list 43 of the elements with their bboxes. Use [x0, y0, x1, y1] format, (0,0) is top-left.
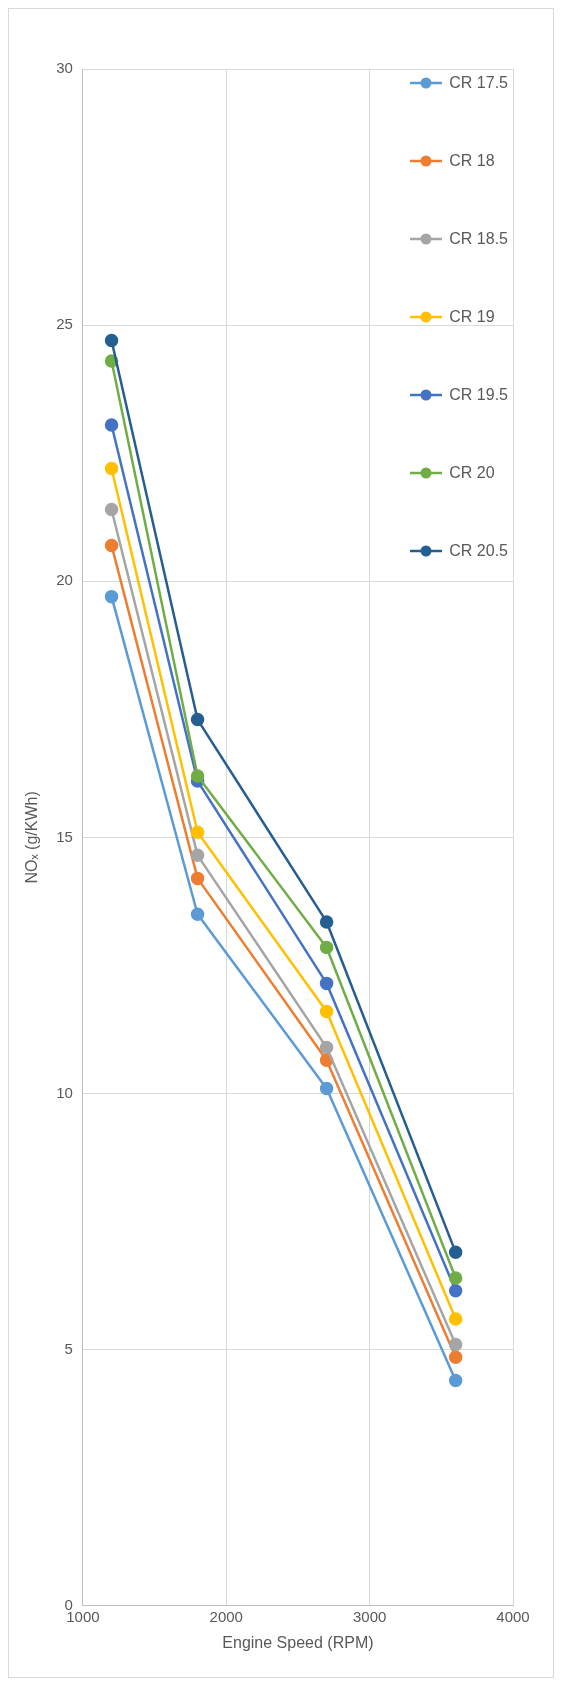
point [104, 461, 119, 476]
point [448, 1337, 463, 1352]
point [190, 712, 205, 727]
legend-label: CR 19 [449, 308, 495, 326]
point [448, 1373, 463, 1388]
legend-label: CR 20 [449, 464, 495, 482]
point [319, 1081, 334, 1096]
point [319, 1040, 334, 1055]
point [190, 871, 205, 886]
y-tick-label: 5 [64, 1339, 73, 1357]
point [104, 538, 119, 553]
point [190, 907, 205, 921]
point [448, 1350, 463, 1365]
legend-label: CR 18.5 [449, 230, 508, 248]
legend-label: CR 18 [449, 152, 495, 170]
point [104, 333, 119, 348]
point [319, 976, 334, 991]
y-tick-label: 20 [56, 571, 73, 589]
point [190, 769, 205, 783]
point [319, 915, 334, 929]
y-tick-label: 30 [56, 59, 73, 77]
x-tick-label: 4000 [496, 1607, 530, 1625]
point [448, 1312, 463, 1326]
y-axis-title: NOₓ (g/KWh) [23, 791, 41, 884]
point [319, 1004, 334, 1019]
legend-label: CR 17.5 [449, 74, 508, 92]
point [319, 940, 334, 955]
x-tick-label: 2000 [209, 1607, 243, 1625]
legend-label: CR 19.5 [449, 386, 508, 404]
x-tick-label: 3000 [352, 1607, 387, 1625]
point [448, 1245, 463, 1260]
point [104, 502, 119, 517]
point [190, 825, 205, 840]
point [448, 1284, 463, 1298]
point [104, 418, 119, 432]
y-tick-label: 25 [56, 315, 73, 333]
point [104, 589, 119, 604]
y-tick-label: 15 [56, 827, 73, 845]
point [190, 848, 205, 863]
point [448, 1271, 463, 1285]
x-axis-title: Engine Speed (RPM) [222, 1633, 374, 1651]
y-tick-label: 10 [56, 1083, 73, 1101]
legend-label: CR 20.5 [449, 542, 508, 560]
